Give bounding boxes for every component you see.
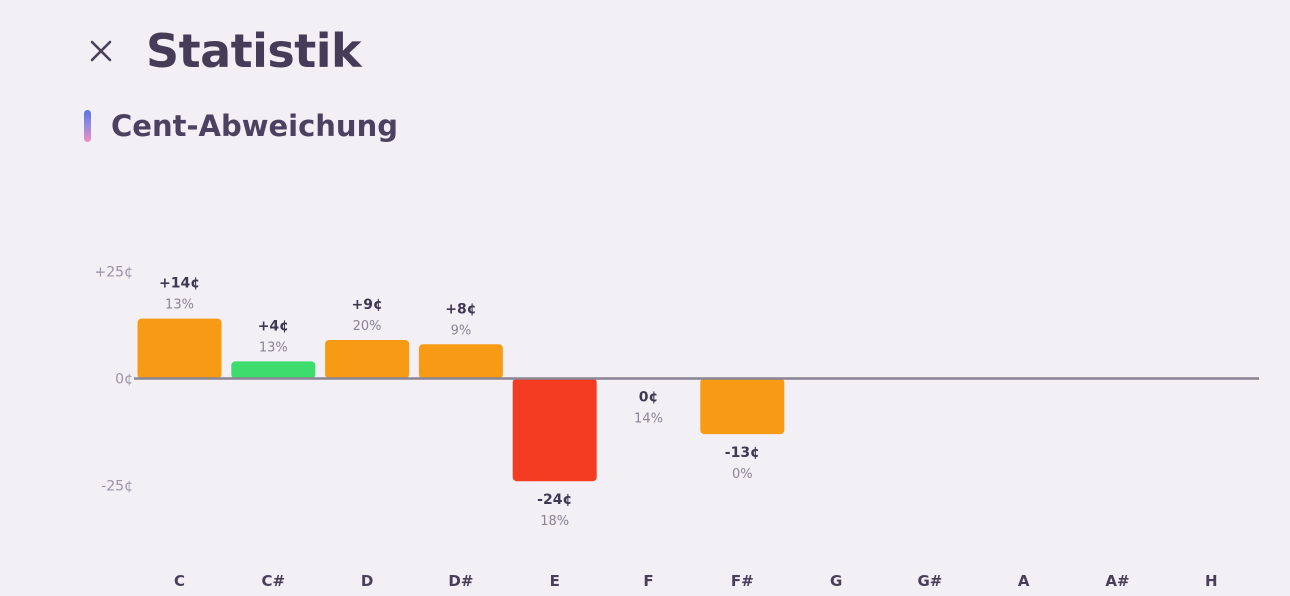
bar-value-label: 0¢: [639, 390, 658, 406]
page-title: Statistik: [146, 24, 362, 78]
x-tick-label: F: [643, 572, 653, 590]
y-tick-label: -25¢: [101, 479, 133, 495]
bar-percent-label: 14%: [634, 412, 663, 427]
x-tick-label: G: [830, 572, 842, 590]
bar-value-label: +9¢: [351, 297, 382, 313]
bar-percent-label: 9%: [451, 323, 472, 338]
x-tick-label: D#: [448, 572, 473, 590]
bar-percent-label: 13%: [165, 298, 194, 313]
bar: [418, 344, 503, 379]
bar-value-label: -13¢: [725, 445, 760, 461]
x-tick-label: A: [1018, 572, 1030, 590]
y-tick-label: 0¢: [115, 372, 133, 388]
bar: [512, 378, 597, 482]
bar-value-label: +4¢: [258, 318, 289, 334]
x-tick-label: E: [550, 572, 560, 590]
close-icon: [90, 40, 112, 62]
close-button[interactable]: [80, 30, 122, 72]
bar-value-label: +8¢: [445, 301, 476, 317]
bar-value-label: -24¢: [537, 492, 572, 508]
bar-value-label: +14¢: [159, 276, 200, 292]
x-tick-label: D: [361, 572, 373, 590]
x-tick-label: C: [174, 572, 185, 590]
section-accent-bar: [84, 110, 91, 142]
x-tick-label: G#: [917, 572, 942, 590]
bar: [231, 361, 316, 379]
x-tick-label: H: [1205, 572, 1218, 590]
bar-percent-label: 18%: [540, 514, 569, 529]
x-tick-label: F#: [731, 572, 754, 590]
bar: [137, 318, 222, 379]
x-tick-label: A#: [1105, 572, 1129, 590]
y-tick-label: +25¢: [95, 265, 133, 281]
bar-percent-label: 0%: [732, 467, 753, 482]
x-tick-label: C#: [262, 572, 286, 590]
bar: [700, 378, 785, 435]
bar-percent-label: 13%: [259, 340, 288, 355]
section-title: Cent-Abweichung: [111, 109, 398, 143]
section-header: Cent-Abweichung: [84, 106, 398, 146]
bar: [325, 339, 410, 379]
bar-percent-label: 20%: [353, 319, 382, 334]
